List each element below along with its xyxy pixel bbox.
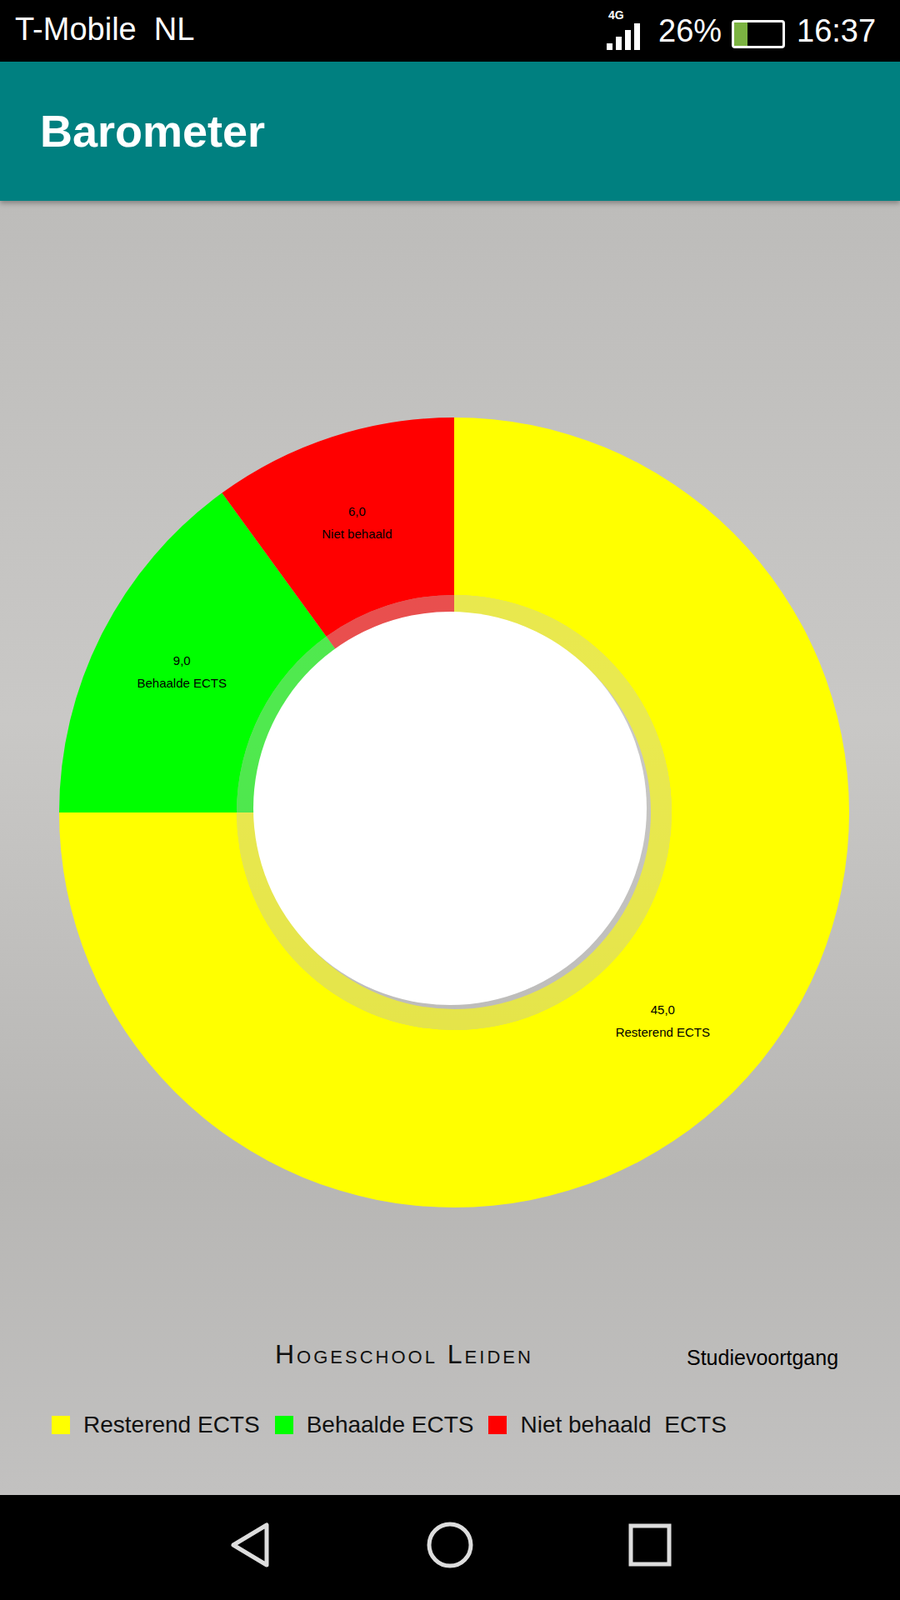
svg-text:9,0Behaalde ECTS: 9,0Behaalde ECTS: [136, 653, 227, 690]
svg-text:6,0Niet behaald: 6,0Niet behaald: [321, 504, 392, 541]
html-text:26%: 26%: [658, 13, 722, 49]
html-text:16:37: 16:37: [796, 13, 876, 49]
html-text:Resterend ECTS: Resterend ECTS: [83, 1411, 260, 1438]
svg-text:45,0Resterend ECTS: 45,0Resterend ECTS: [615, 1002, 710, 1040]
html-text:Hogeschool Leiden: Hogeschool Leiden: [275, 1339, 534, 1370]
html-text:Niet behaald ECTS: Niet behaald ECTS: [520, 1411, 727, 1438]
html-text:Studievoortgang: Studievoortgang: [686, 1345, 839, 1370]
html-text:Barometer: Barometer: [40, 105, 266, 156]
html-text:4G: 4G: [608, 8, 624, 22]
html-text:T-Mobile NL: T-Mobile NL: [15, 11, 195, 47]
html-text:Behaalde ECTS: Behaalde ECTS: [306, 1411, 474, 1438]
